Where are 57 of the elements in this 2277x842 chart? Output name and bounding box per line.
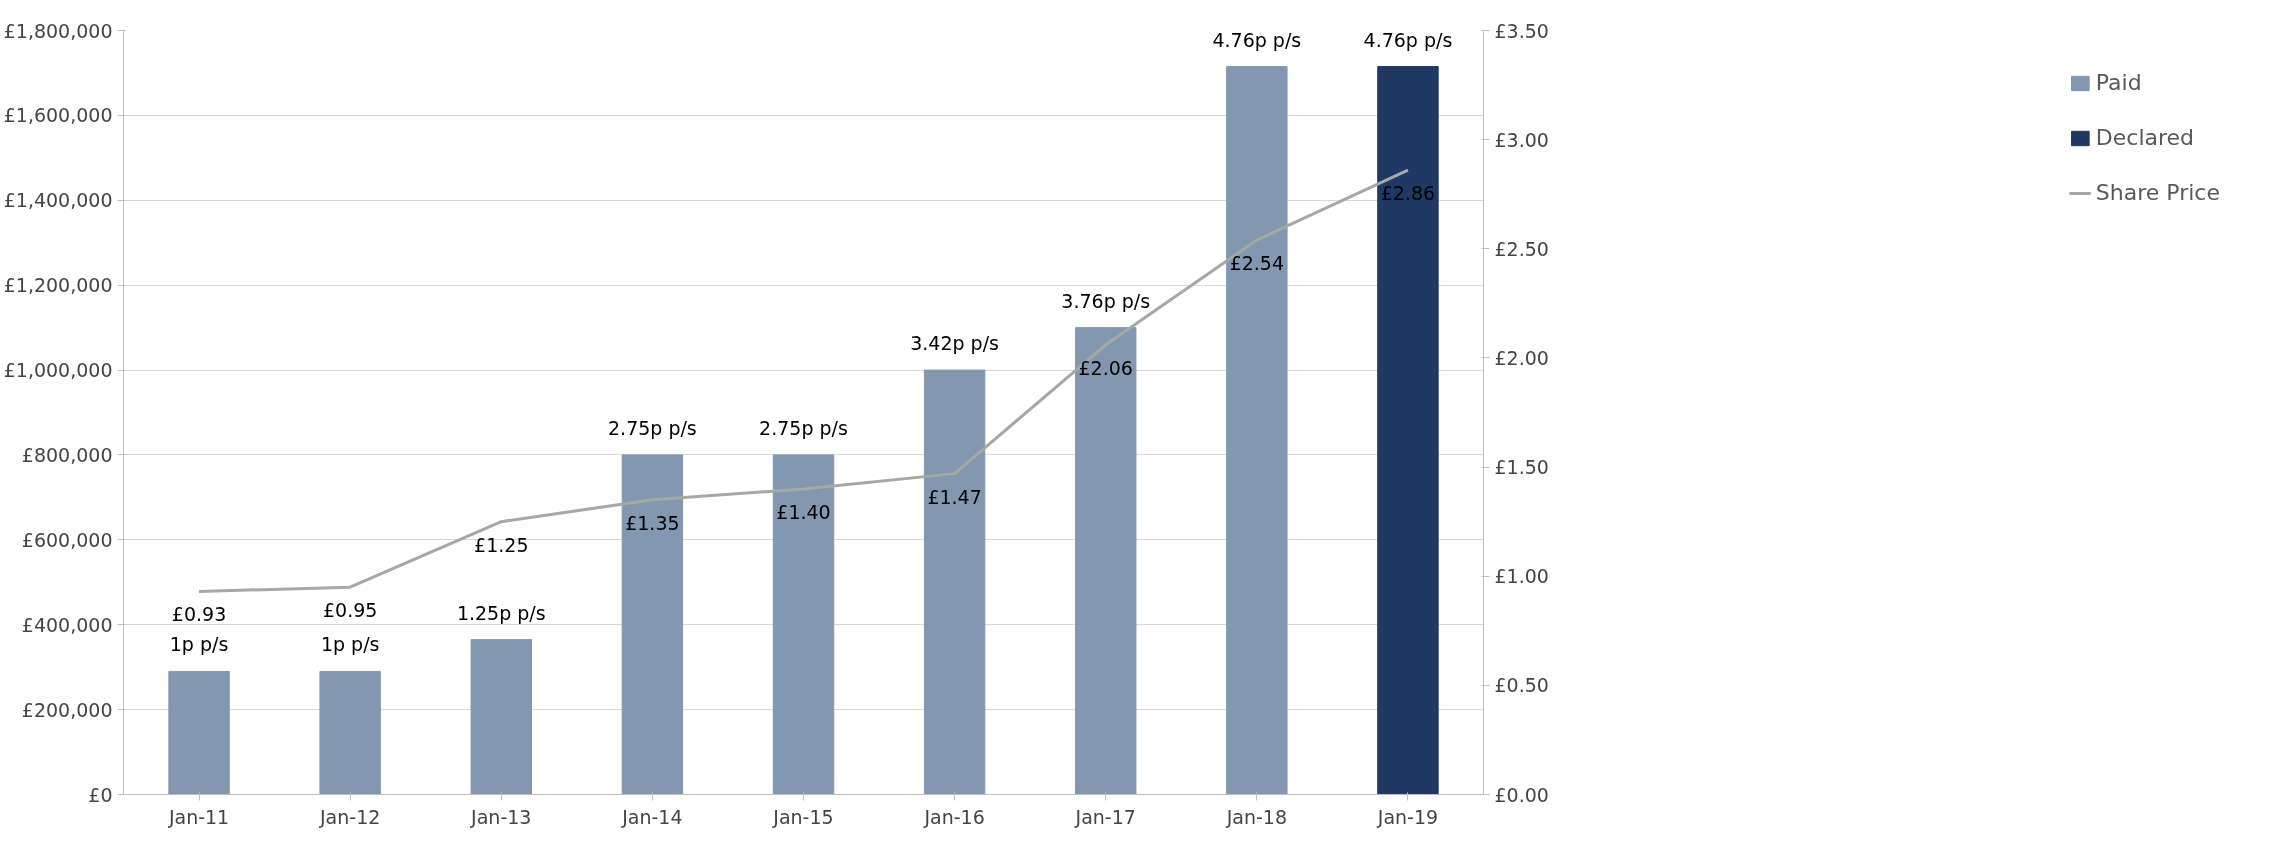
y2-tick-label: £2.00 [1494,346,1549,369]
y2-tick-label: £3.00 [1494,128,1549,151]
y-tick-label: £200,000 [21,698,113,721]
y-tick-label: £0 [88,783,113,806]
data-label: £0.95 [322,599,378,622]
bar [168,670,230,795]
annotation: 1p p/s [169,633,229,656]
annotation: 4.76p p/s [1212,28,1302,51]
y-tick-label: £1,600,000 [3,104,113,127]
data-label: £2.06 [1078,356,1133,379]
y-tick-label: £800,000 [21,443,113,466]
y2-tick-label: £1.50 [1494,456,1549,479]
bar [923,369,986,795]
data-label: £2.86 [1380,182,1436,205]
y2-tick-label: £2.50 [1494,237,1549,260]
bar [772,454,835,795]
y-tick-label: £1,200,000 [3,274,113,297]
annotation: 3.76p p/s [1061,289,1151,312]
y2-tick-label: £0.00 [1494,783,1549,806]
legend-label: Share Price [2095,180,2220,205]
bar [470,639,532,795]
bar [621,454,684,795]
legend-label: Declared [2095,125,2195,150]
data-label: £1.47 [927,485,982,508]
bar [319,670,381,795]
bar [1377,66,1439,795]
x-tick-label: Jan-16 [923,805,985,828]
data-label: £0.93 [171,603,227,626]
data-label: £1.40 [776,500,831,523]
x-tick-label: Jan-11 [167,805,230,828]
y-tick-label: £400,000 [21,613,113,636]
y-tick-label: £1,000,000 [3,359,113,382]
x-tick-label: Jan-17 [1074,805,1136,828]
annotation: 4.76p p/s [1363,28,1453,51]
bar [1226,66,1288,795]
bar [1075,327,1137,795]
annotation: 3.42p p/s [910,332,999,355]
y-tick-label: £1,400,000 [3,189,113,212]
y2-tick-label: £1.00 [1494,565,1549,588]
x-tick-label: Jan-14 [621,805,683,828]
x-tick-label: Jan-19 [1376,805,1439,828]
y2-tick-label: £0.50 [1494,674,1549,697]
y-tick-label: £1,800,000 [3,19,113,42]
x-tick-label: Jan-18 [1225,805,1287,828]
y2-tick-label: £3.50 [1494,19,1549,42]
annotation: 2.75p p/s [608,416,697,439]
data-label: £2.54 [1229,252,1285,275]
x-tick-label: Jan-15 [772,805,834,828]
annotation: 2.75p p/s [759,416,848,439]
y-tick-label: £600,000 [21,528,113,551]
x-tick-label: Jan-13 [470,805,532,828]
data-label: £1.25 [474,533,529,556]
legend-label: Paid [2095,70,2142,95]
x-tick-label: Jan-12 [319,805,381,828]
data-label: £1.35 [625,511,680,534]
annotation: 1p p/s [320,633,380,656]
annotation: 1.25p p/s [456,601,546,624]
